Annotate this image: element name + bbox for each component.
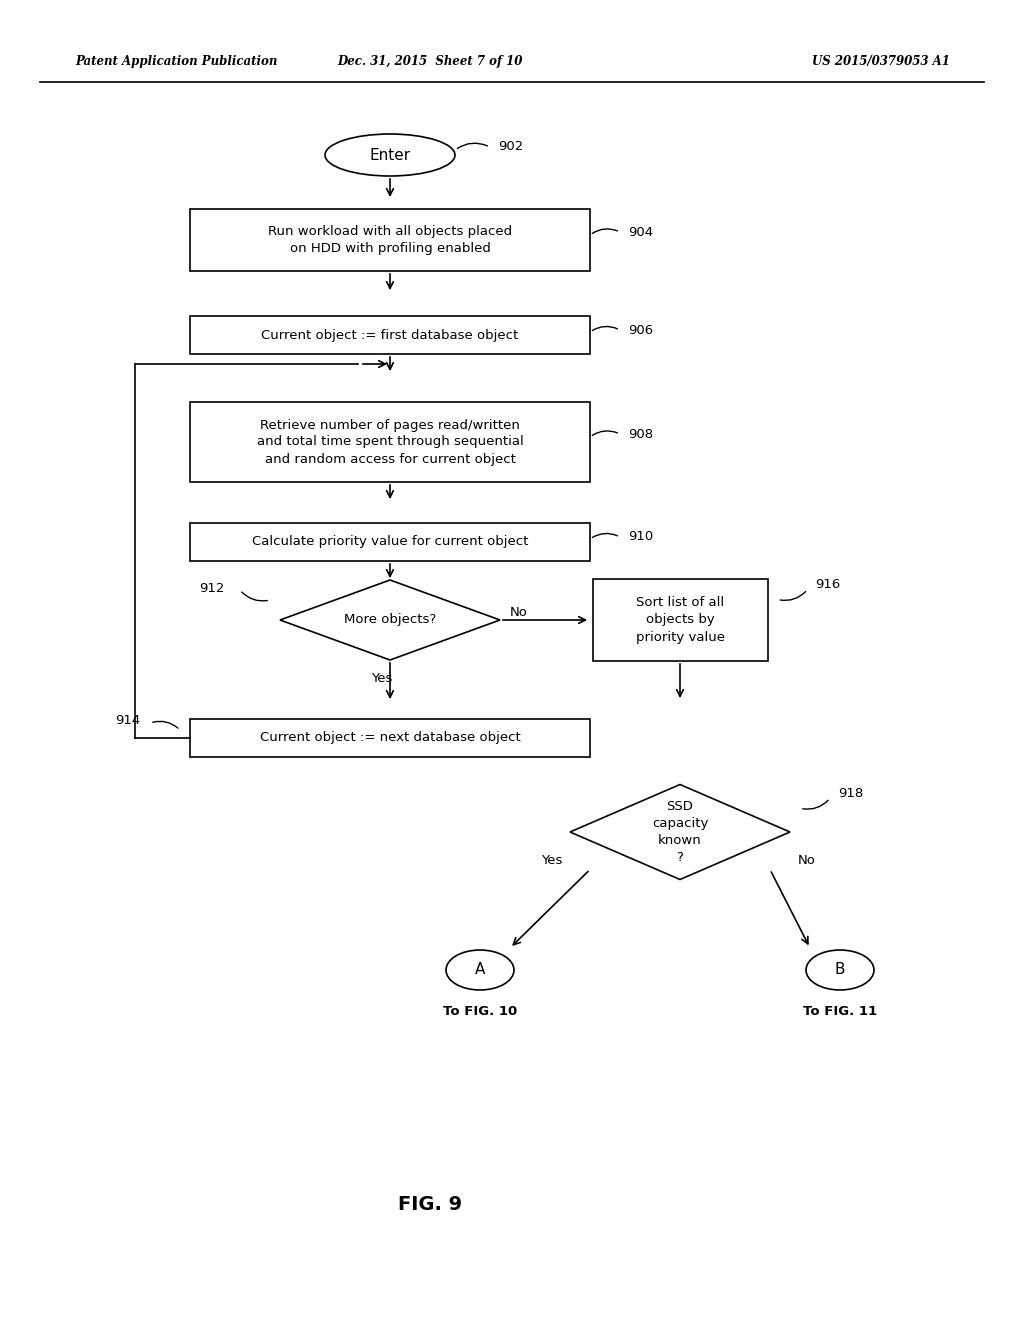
Text: A: A bbox=[475, 962, 485, 978]
Text: 912: 912 bbox=[200, 582, 225, 594]
Polygon shape bbox=[570, 784, 790, 879]
Text: SSD
capacity
known
?: SSD capacity known ? bbox=[652, 800, 709, 865]
Text: 914: 914 bbox=[115, 714, 140, 726]
Text: Run workload with all objects placed
on HDD with profiling enabled: Run workload with all objects placed on … bbox=[268, 224, 512, 255]
FancyBboxPatch shape bbox=[593, 579, 768, 661]
FancyBboxPatch shape bbox=[190, 403, 590, 482]
Text: More objects?: More objects? bbox=[344, 614, 436, 627]
Ellipse shape bbox=[806, 950, 874, 990]
Text: Calculate priority value for current object: Calculate priority value for current obj… bbox=[252, 536, 528, 549]
Text: 906: 906 bbox=[628, 323, 653, 337]
FancyBboxPatch shape bbox=[190, 719, 590, 756]
Text: FIG. 9: FIG. 9 bbox=[398, 1196, 462, 1214]
Text: US 2015/0379053 A1: US 2015/0379053 A1 bbox=[812, 55, 950, 69]
Text: Current object := first database object: Current object := first database object bbox=[261, 329, 518, 342]
Text: To FIG. 11: To FIG. 11 bbox=[803, 1005, 878, 1018]
Text: Retrieve number of pages read/written
and total time spent through sequential
an: Retrieve number of pages read/written an… bbox=[257, 418, 523, 466]
Text: To FIG. 10: To FIG. 10 bbox=[442, 1005, 517, 1018]
Text: Current object := next database object: Current object := next database object bbox=[260, 731, 520, 744]
FancyBboxPatch shape bbox=[190, 523, 590, 561]
Ellipse shape bbox=[446, 950, 514, 990]
Text: 908: 908 bbox=[628, 428, 653, 441]
Text: 918: 918 bbox=[838, 787, 863, 800]
Text: Yes: Yes bbox=[541, 854, 562, 867]
Text: No: No bbox=[510, 606, 528, 619]
Text: Sort list of all
objects by
priority value: Sort list of all objects by priority val… bbox=[636, 597, 725, 644]
Text: B: B bbox=[835, 962, 845, 978]
Text: Patent Application Publication: Patent Application Publication bbox=[75, 55, 278, 69]
Text: 904: 904 bbox=[628, 226, 653, 239]
Polygon shape bbox=[280, 579, 500, 660]
Text: 910: 910 bbox=[628, 531, 653, 544]
Text: Dec. 31, 2015  Sheet 7 of 10: Dec. 31, 2015 Sheet 7 of 10 bbox=[337, 55, 522, 69]
Text: Enter: Enter bbox=[370, 148, 411, 162]
Text: Yes: Yes bbox=[372, 672, 392, 685]
Ellipse shape bbox=[325, 135, 455, 176]
Text: 916: 916 bbox=[815, 578, 841, 591]
Text: 902: 902 bbox=[498, 140, 523, 153]
Text: No: No bbox=[798, 854, 816, 867]
FancyBboxPatch shape bbox=[190, 209, 590, 271]
FancyBboxPatch shape bbox=[190, 315, 590, 354]
